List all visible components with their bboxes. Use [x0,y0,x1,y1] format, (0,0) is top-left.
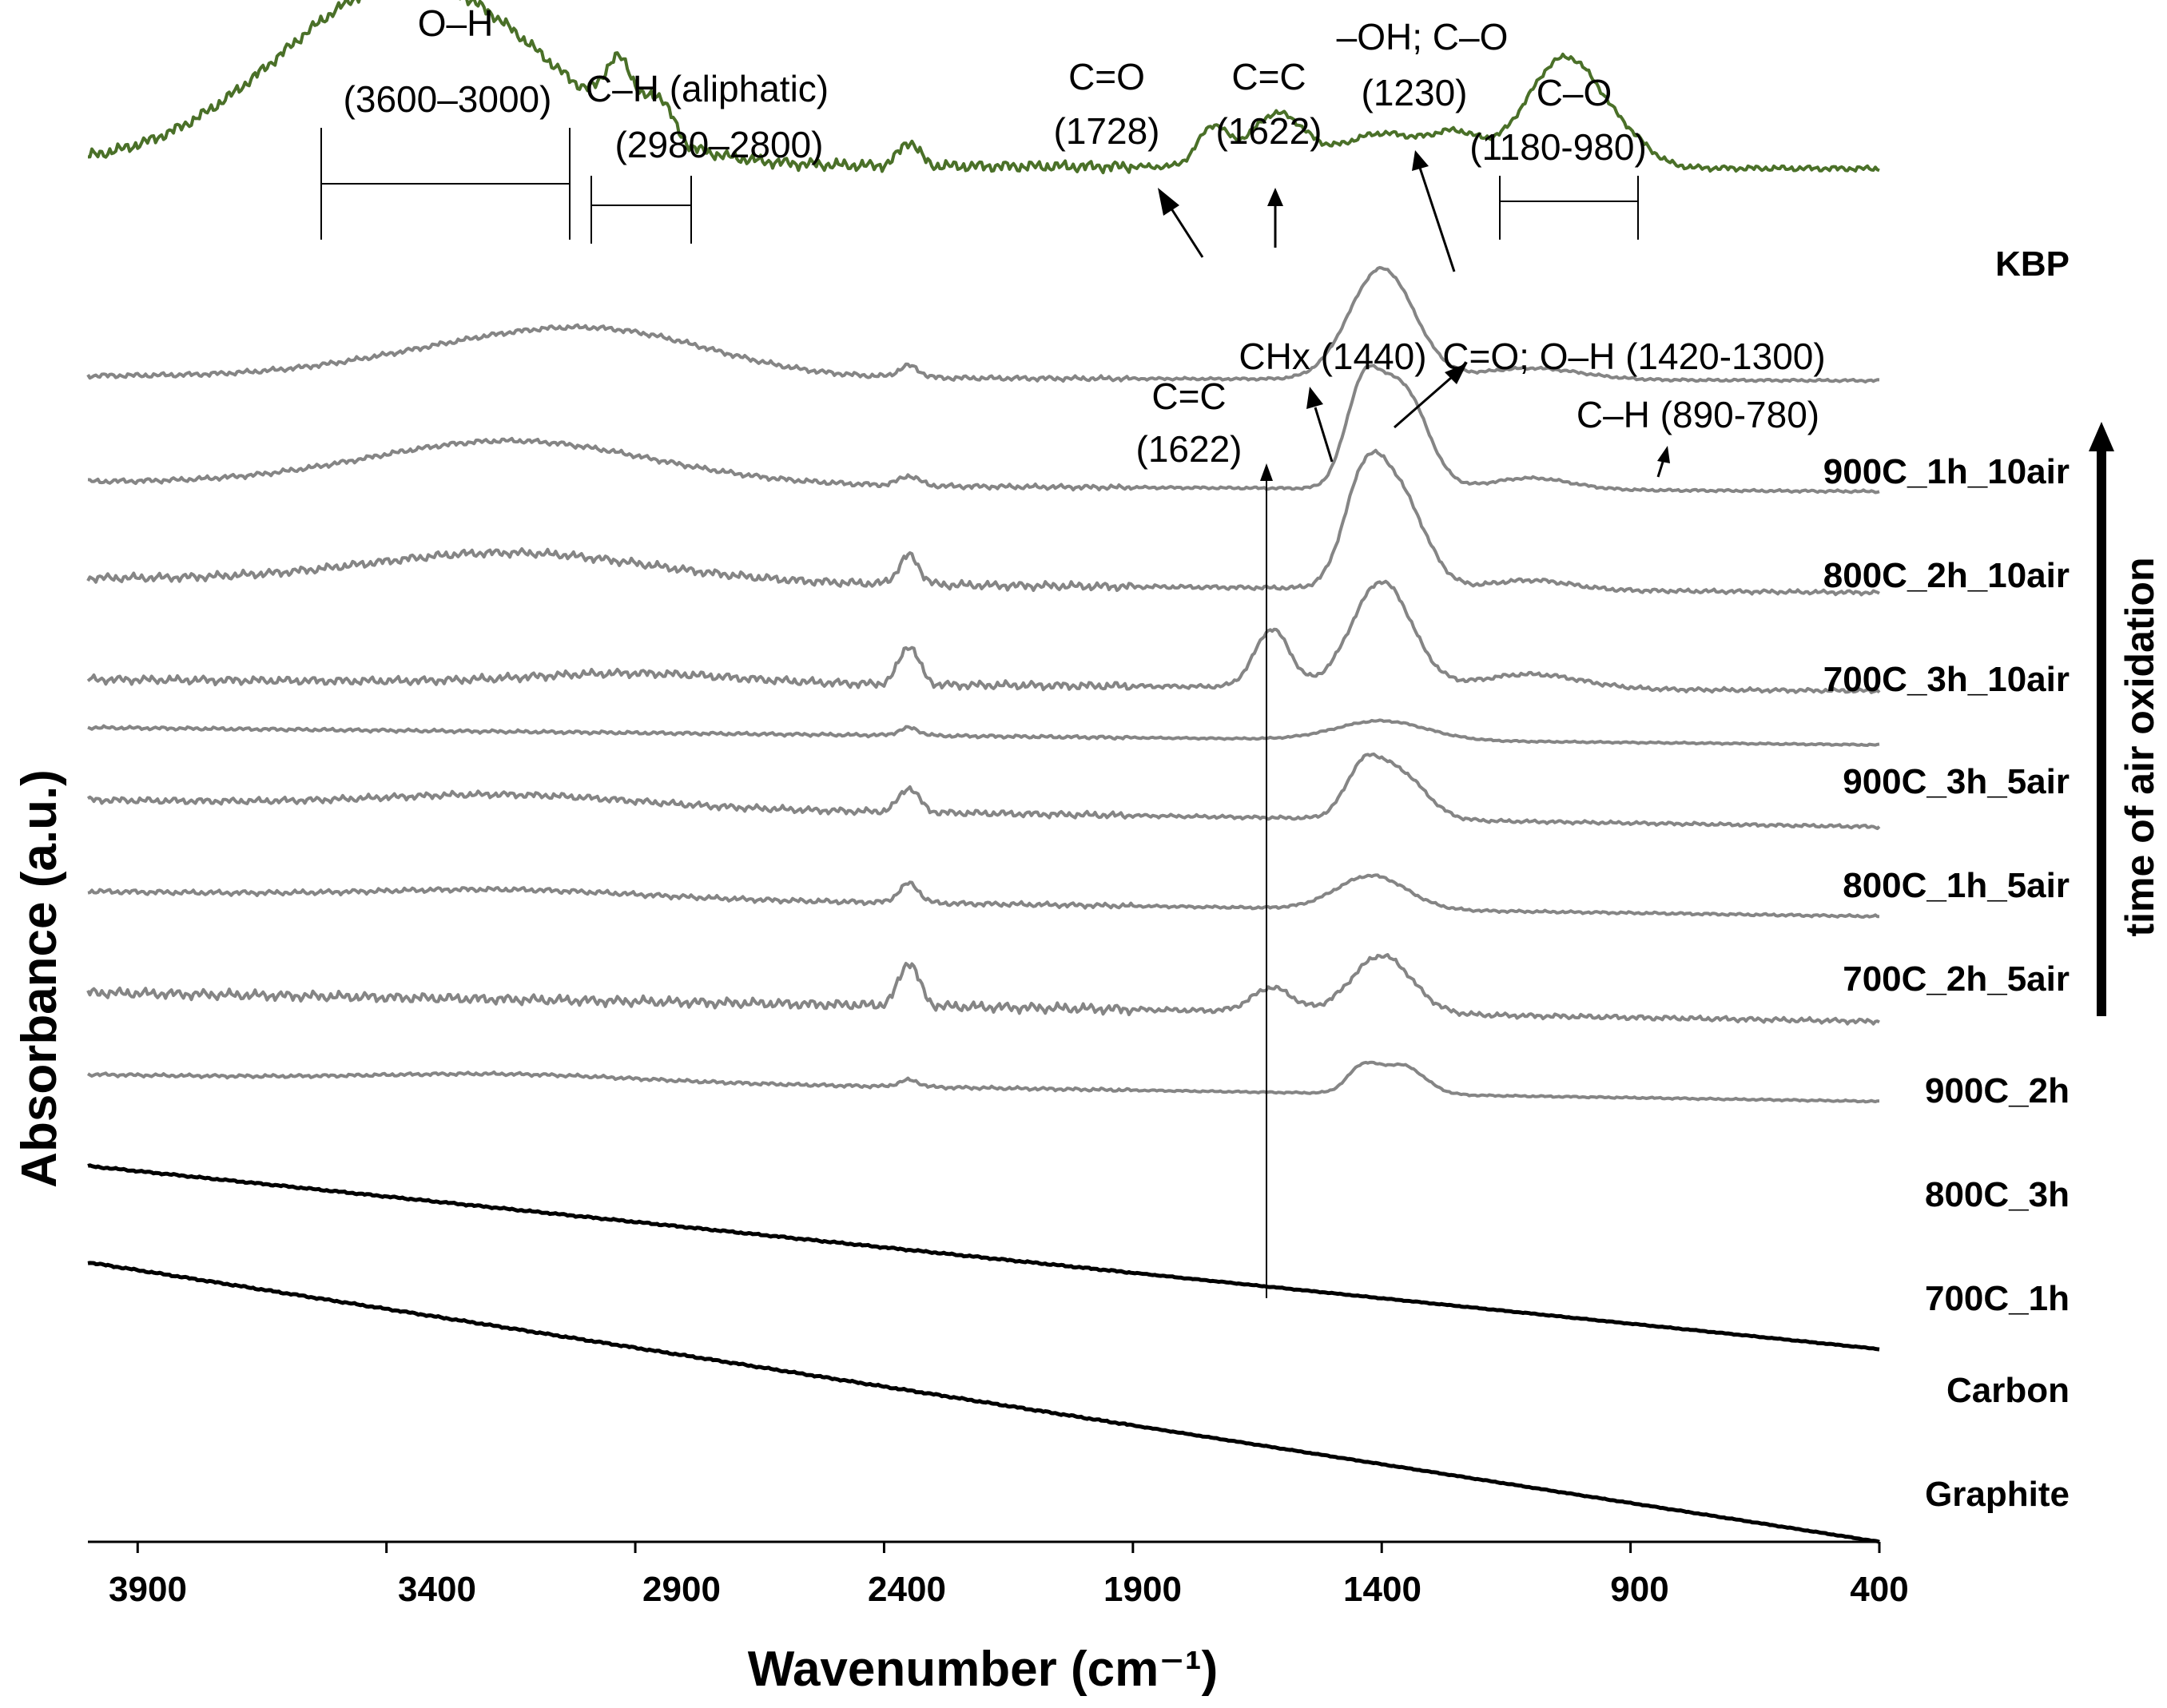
anno-cc-1622-top-value: (1622) [1216,110,1322,152]
x-tick-layer [136,1542,1881,1553]
series-line-graphite [87,1261,1880,1544]
x-tick-label-1400: 1400 [1343,1570,1421,1609]
series-label-700c-3h-10air: 700C_3h_10air [1823,660,2070,699]
anno-co-oh-range-arrow [1394,375,1453,429]
anno-co-1728-label: C=O [1068,56,1145,97]
anno-cc-1622-lower-label: C=C [1151,375,1226,417]
anno-chx-1440-arrowhead [1306,387,1323,409]
anno-oh-bracket [320,128,571,240]
anno-oh-co-1230-value: (1230) [1362,72,1468,113]
series-line-700c-3h-10air [86,448,1880,597]
x-tick-label-3900: 3900 [109,1570,187,1609]
y-axis-title: Absorbance (a.u.) [12,769,67,1188]
oxidation-time-arrowhead [2089,422,2114,451]
anno-co-range-value: (1180-980) [1469,126,1647,168]
anno-chx-1440-arrow [1314,407,1334,463]
anno-oh-co-1230-arrowhead [1412,150,1429,171]
anno-oh-label: O–H [418,2,494,44]
x-tick-label-900: 900 [1610,1570,1668,1609]
anno-co-range-bracket [1499,176,1639,240]
series-line-700c-1h [86,1060,1880,1104]
anno-cc-1622-lower-value: (1622) [1136,428,1243,470]
anno-oh-co-1230-label: –OH; C–O [1337,16,1509,58]
series-label-kbp: KBP [1995,244,2070,284]
series-label-900c-2h: 900C_2h [1925,1071,2070,1110]
series-label-900c-3h-5air: 900C_3h_5air [1843,762,2070,801]
x-tick-label-400: 400 [1850,1570,1908,1609]
x-axis-title: Wavenumber (cm⁻¹) [748,1642,1219,1697]
series-label-800c-1h-5air: 800C_1h_5air [1843,866,2070,905]
anno-oh-range: (3600–3000) [344,78,552,120]
anno-co-1728-arrow [1167,203,1204,258]
anno-cc-1622-top-arrowhead [1267,188,1283,206]
anno-co-oh-range-label: C=O; O–H (1420-1300) [1442,336,1825,377]
series-line-800c-1h-5air [87,718,1880,747]
x-tick-label-2400: 2400 [868,1570,946,1609]
anno-co-1728-arrowhead [1158,188,1179,216]
anno-co-range-label: C–O [1537,72,1612,113]
anno-ch-890-arrowhead [1657,446,1670,463]
anno-co-1728-value: (1728) [1054,110,1160,152]
anno-co-oh-range-arrowhead [1445,363,1467,384]
series-label-700c-2h-5air: 700C_2h_5air [1843,959,2070,999]
series-line-kbp [88,0,1880,175]
series-line-carbon [87,1163,1880,1352]
series-line-900c-3h-5air [86,579,1881,694]
oxidation-time-label: time of air oxidation [2117,557,2162,936]
anno-ch-aliphatic-label: C–H (aliphatic) [586,68,829,109]
series-line-700c-2h-5air [86,752,1881,831]
series-label-graphite: Graphite [1925,1475,2070,1514]
anno-oh-co-1230-arrow [1418,167,1456,272]
anno-ch-aliphatic-range: (2980–2800) [615,124,824,165]
anno-ch-890-arrow [1656,459,1665,478]
series-line-800c-2h-10air [87,363,1880,495]
anno-ch-aliphatic-bracket [590,176,692,244]
x-tick-label-2900: 2900 [642,1570,721,1609]
series-label-800c-2h-10air: 800C_2h_10air [1823,556,2070,595]
anno-chx-1440-label: CHx (1440) [1239,336,1426,377]
series-label-900c-1h-10air: 900C_1h_10air [1823,452,2070,491]
series-label-carbon: Carbon [1946,1371,2070,1410]
anno-cc-1622-top-label: C=C [1231,56,1306,97]
anno-ch-890-label: C–H (890-780) [1577,394,1819,435]
series-label-800c-3h: 800C_3h [1925,1175,2070,1214]
series-line-900c-2h [87,873,1880,919]
series-line-900c-1h-10air [86,265,1880,384]
anno-cc-1622-lower-arrowhead [1260,463,1273,481]
series-line-800c-3h [86,953,1880,1026]
x-tick-label-3400: 3400 [398,1570,476,1609]
series-layer [86,0,1881,1544]
x-tick-label-1900: 1900 [1103,1570,1182,1609]
series-label-700c-1h: 700C_1h [1925,1279,2070,1318]
